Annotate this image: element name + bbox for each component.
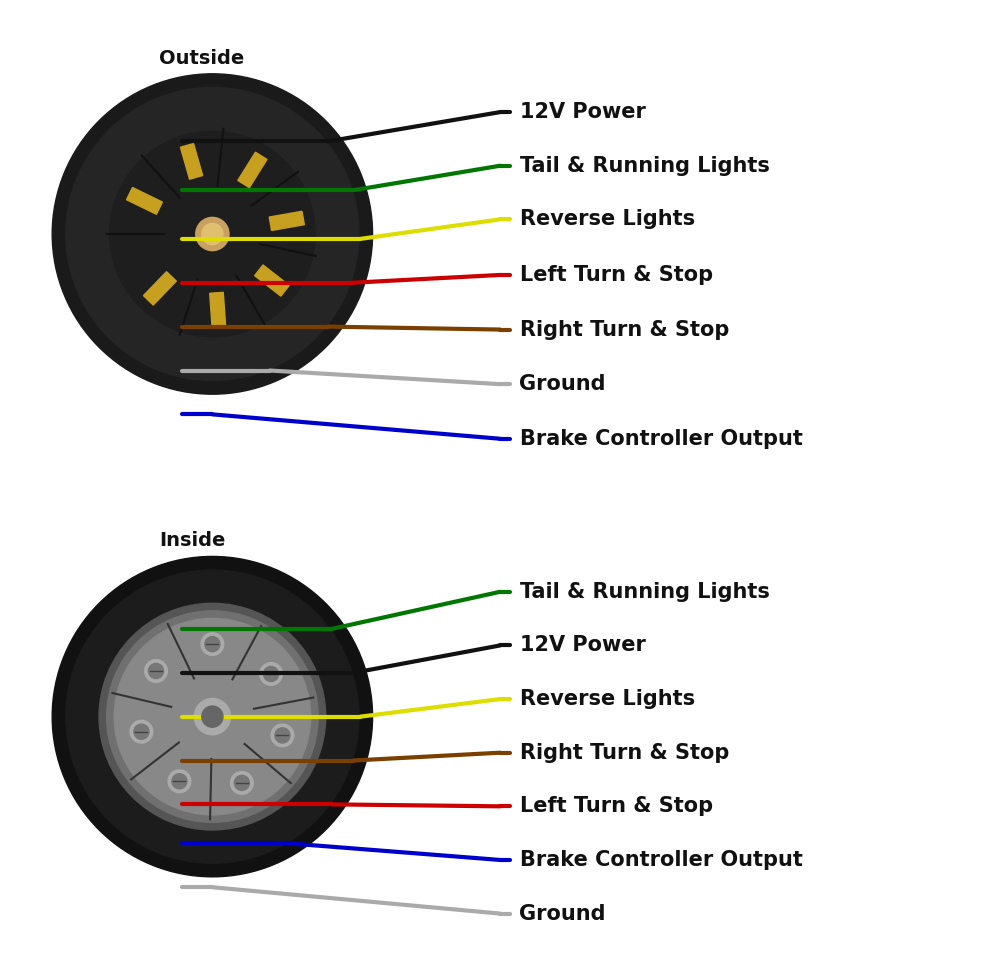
Circle shape <box>172 774 187 789</box>
Circle shape <box>114 618 311 815</box>
Circle shape <box>185 689 240 744</box>
Circle shape <box>168 770 191 793</box>
Circle shape <box>148 663 164 679</box>
Text: Brake Controller Output: Brake Controller Output <box>520 429 802 448</box>
Text: Ground: Ground <box>520 904 606 923</box>
Circle shape <box>52 557 373 877</box>
Text: 12V Power: 12V Power <box>520 636 645 655</box>
Text: Tail & Running Lights: Tail & Running Lights <box>520 156 769 176</box>
Text: Ground: Ground <box>520 374 606 394</box>
Circle shape <box>110 132 315 336</box>
Circle shape <box>202 706 223 727</box>
Circle shape <box>196 217 229 251</box>
Bar <box>269 212 304 230</box>
Circle shape <box>66 570 359 863</box>
Text: Outside: Outside <box>159 49 245 68</box>
Text: Inside: Inside <box>159 531 226 550</box>
Bar <box>180 143 203 179</box>
Text: Left Turn & Stop: Left Turn & Stop <box>520 265 713 285</box>
Text: Tail & Running Lights: Tail & Running Lights <box>520 582 769 602</box>
Circle shape <box>107 610 318 823</box>
Circle shape <box>264 667 279 682</box>
Circle shape <box>231 771 253 795</box>
Circle shape <box>52 74 373 394</box>
Bar <box>127 187 162 214</box>
Circle shape <box>145 660 167 682</box>
Text: Right Turn & Stop: Right Turn & Stop <box>520 743 729 762</box>
Circle shape <box>202 223 223 245</box>
Text: Right Turn & Stop: Right Turn & Stop <box>520 320 729 339</box>
Circle shape <box>134 724 149 739</box>
Text: Left Turn & Stop: Left Turn & Stop <box>520 797 713 816</box>
Circle shape <box>234 775 249 791</box>
Circle shape <box>271 724 294 747</box>
Bar <box>143 272 176 305</box>
Text: Brake Controller Output: Brake Controller Output <box>520 850 802 870</box>
Circle shape <box>205 637 220 651</box>
Circle shape <box>99 604 326 830</box>
Circle shape <box>260 663 282 685</box>
Text: Reverse Lights: Reverse Lights <box>520 210 695 229</box>
Circle shape <box>130 721 153 743</box>
Text: 12V Power: 12V Power <box>520 102 645 122</box>
Circle shape <box>201 633 224 655</box>
Bar <box>210 292 226 327</box>
Text: Reverse Lights: Reverse Lights <box>520 689 695 709</box>
Circle shape <box>275 728 290 743</box>
Bar <box>255 265 289 296</box>
Circle shape <box>66 88 359 380</box>
Bar <box>238 152 267 187</box>
Circle shape <box>194 698 231 735</box>
